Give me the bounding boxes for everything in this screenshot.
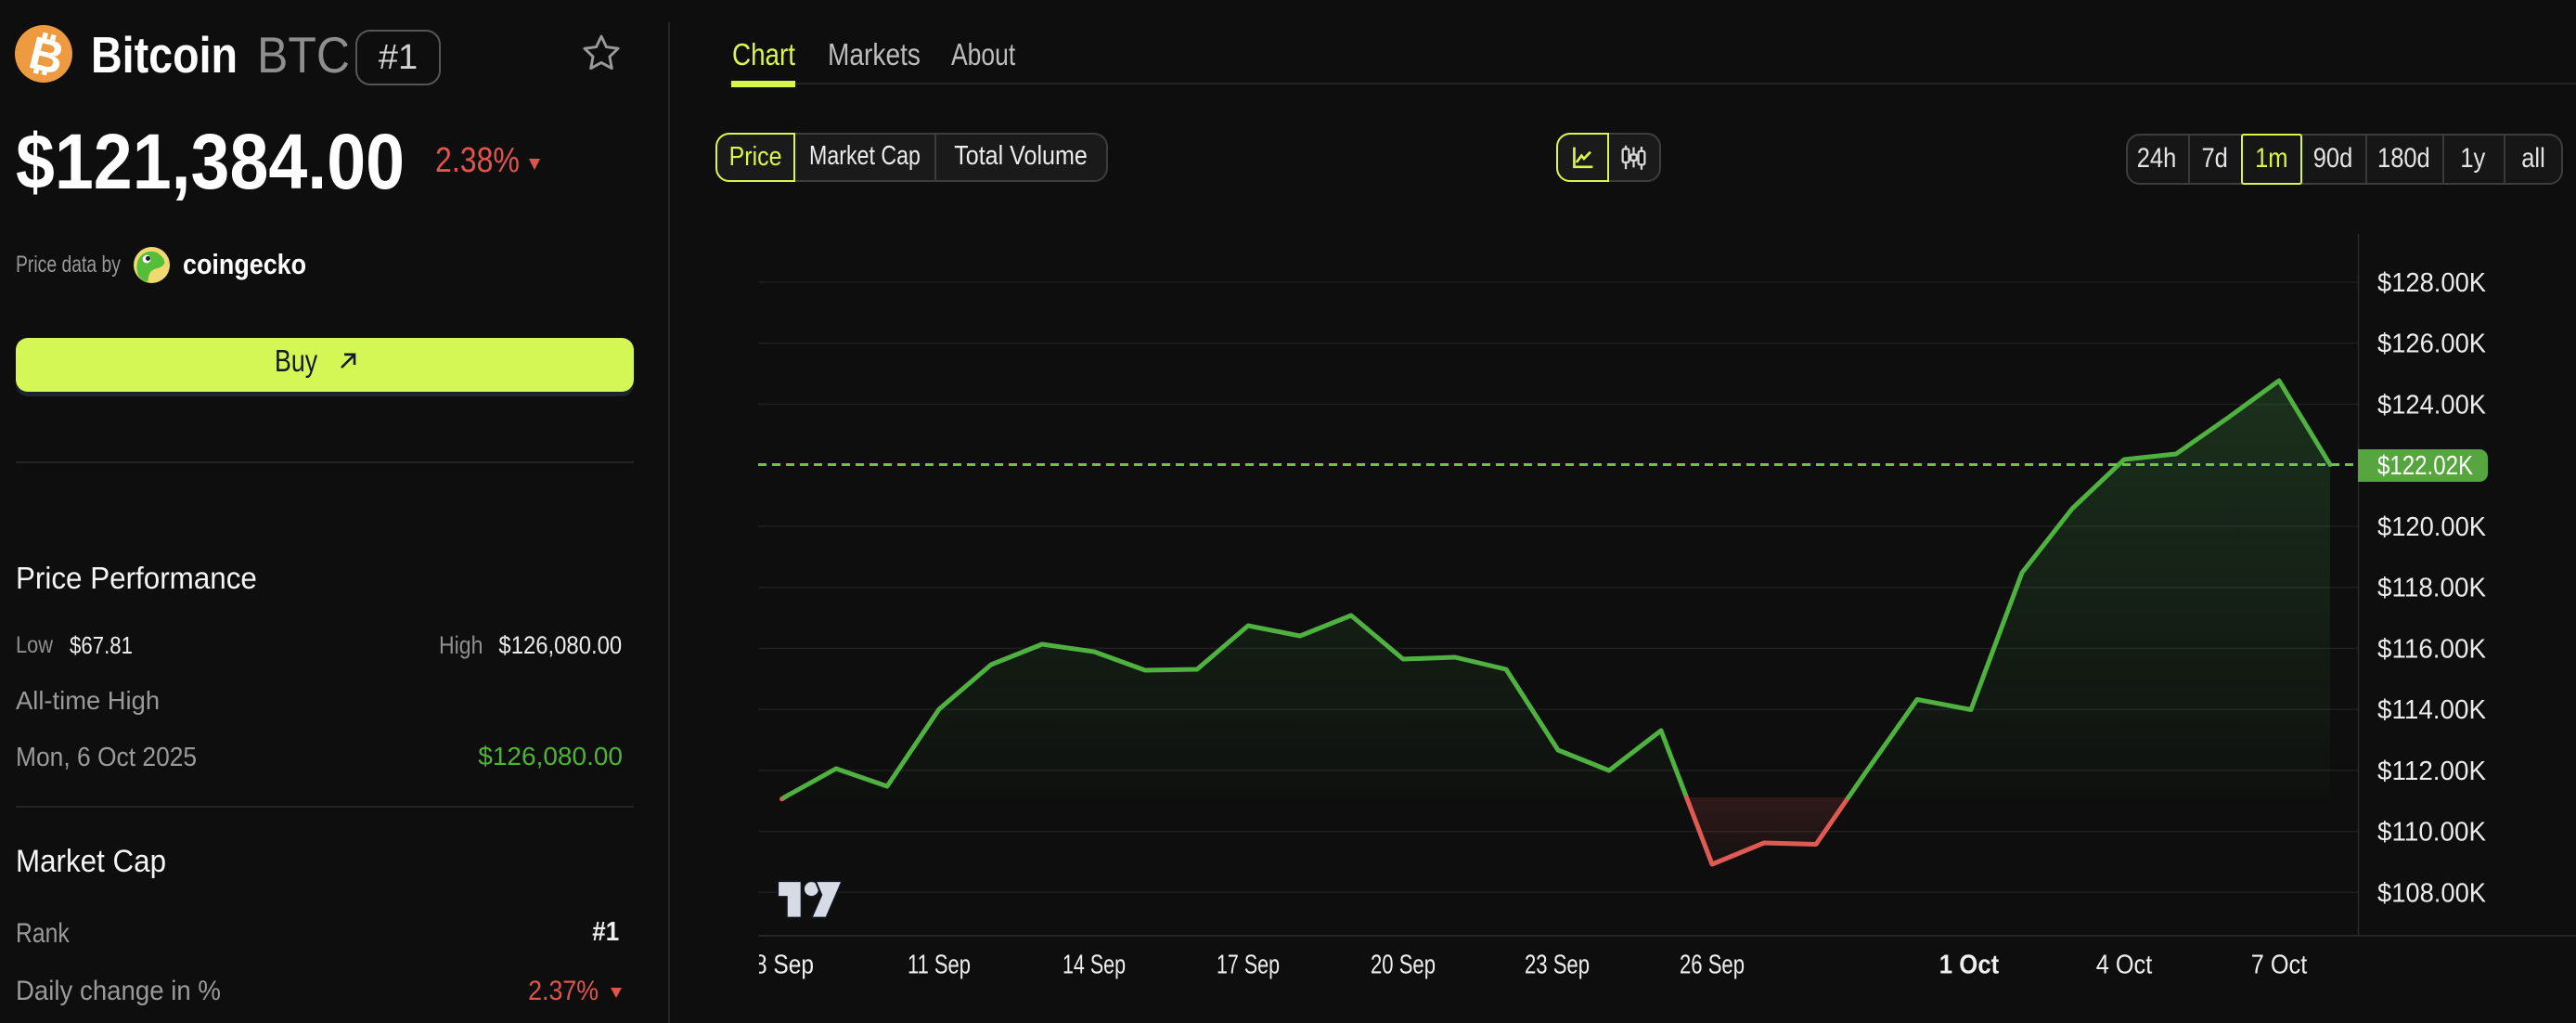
svg-text:11 Sep: 11 Sep	[908, 951, 971, 980]
svg-text:14 Sep: 14 Sep	[1063, 951, 1126, 980]
svg-text:$112.00K: $112.00K	[2377, 757, 2487, 786]
svg-text:$124.00K: $124.00K	[2377, 391, 2487, 421]
svg-text:1 Oct: 1 Oct	[1939, 951, 2000, 980]
svg-text:7 Oct: 7 Oct	[2251, 951, 2308, 980]
svg-text:26 Sep: 26 Sep	[1680, 951, 1745, 980]
svg-text:23 Sep: 23 Sep	[1525, 951, 1590, 980]
svg-text:$114.00K: $114.00K	[2377, 695, 2487, 725]
svg-text:$118.00K: $118.00K	[2377, 574, 2487, 603]
svg-text:20 Sep: 20 Sep	[1371, 951, 1436, 980]
svg-text:8 Sep: 8 Sep	[754, 951, 814, 980]
svg-text:$128.00K: $128.00K	[2377, 268, 2487, 298]
svg-text:17 Sep: 17 Sep	[1217, 951, 1280, 980]
svg-text:$110.00K: $110.00K	[2377, 818, 2487, 848]
svg-text:$108.00K: $108.00K	[2377, 878, 2487, 908]
svg-text:$122.02K: $122.02K	[2377, 451, 2474, 481]
svg-text:4 Oct: 4 Oct	[2096, 951, 2153, 980]
svg-text:$120.00K: $120.00K	[2377, 512, 2487, 542]
svg-text:$126.00K: $126.00K	[2377, 330, 2487, 359]
svg-text:$116.00K: $116.00K	[2377, 634, 2487, 664]
